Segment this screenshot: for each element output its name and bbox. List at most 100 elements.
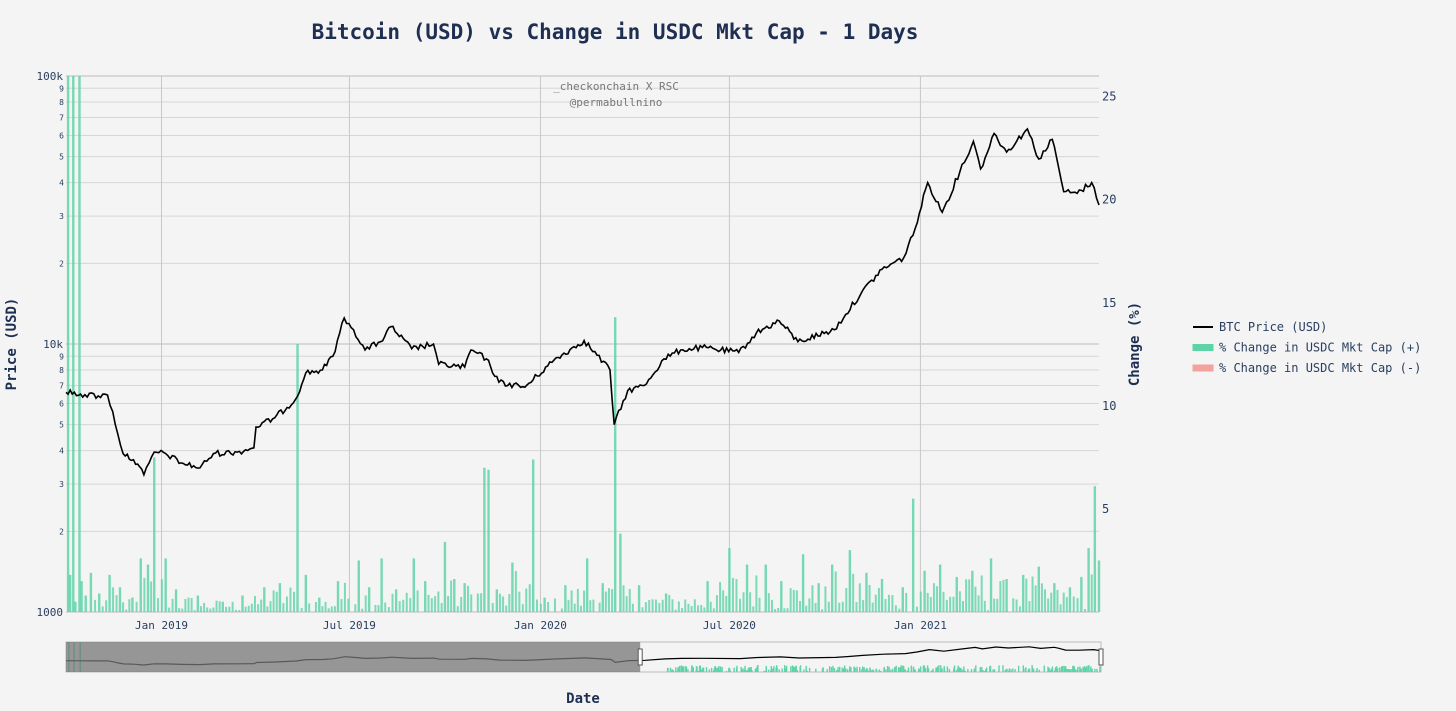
slider-bar [1080, 668, 1082, 672]
bar [128, 599, 131, 612]
bar [576, 588, 579, 612]
slider-bar [805, 665, 807, 672]
bar [228, 606, 231, 612]
slider-bar [975, 665, 977, 672]
range-slider[interactable] [65, 641, 1104, 673]
range-slider-left-handle[interactable] [637, 648, 643, 666]
bar [357, 560, 360, 612]
bar [651, 599, 654, 612]
slider-bar [729, 668, 731, 672]
bar [187, 597, 190, 612]
legend-item[interactable]: % Change in USDC Mkt Cap (+) [1192, 341, 1421, 355]
slider-bar [806, 670, 808, 672]
bar [518, 591, 521, 612]
bar [926, 592, 929, 612]
bar [460, 597, 463, 612]
bar [1065, 597, 1068, 612]
slider-bar [772, 668, 774, 672]
plot-area[interactable] [65, 75, 1101, 613]
slider-bar [961, 670, 963, 672]
slider-bar [861, 669, 863, 672]
bar [72, 76, 75, 612]
bar [980, 575, 983, 612]
bar [868, 584, 871, 612]
slider-bar [843, 665, 846, 672]
bar [405, 592, 408, 612]
bar [592, 599, 595, 612]
slider-bar [815, 668, 817, 672]
slider-bar [845, 668, 847, 672]
slider-bar [1008, 668, 1011, 672]
bar [619, 533, 622, 612]
slider-bar [1090, 666, 1092, 672]
slider-bar [930, 670, 933, 672]
slider-bar [878, 669, 880, 672]
bar [983, 600, 986, 612]
slider-bar [1063, 668, 1065, 672]
slider-bar [842, 668, 845, 672]
slider-bar [708, 669, 710, 672]
bar [884, 598, 887, 612]
bar [715, 595, 718, 612]
bar [364, 595, 367, 612]
bar [447, 595, 450, 612]
y2-tick-label: 25 [1102, 90, 1116, 104]
legend-item[interactable]: BTC Price (USD) [1193, 320, 1327, 334]
bar [377, 605, 380, 612]
bar [625, 596, 628, 612]
bar [193, 610, 196, 612]
slider-bar [1004, 669, 1006, 672]
slider-bar [992, 669, 994, 672]
bar [654, 599, 657, 612]
bar [330, 606, 333, 612]
range-slider-right-handle[interactable] [1098, 648, 1104, 666]
slider-bar [958, 668, 961, 672]
bar [221, 601, 224, 612]
bar [858, 583, 861, 612]
slider-bar [856, 666, 858, 672]
bar [314, 602, 317, 612]
bar [343, 582, 346, 612]
bar [712, 608, 715, 612]
slider-bar [970, 669, 973, 672]
bar [487, 469, 490, 612]
bar [830, 564, 834, 612]
slider-bar [883, 668, 885, 672]
slider-bar [899, 667, 901, 672]
bar [164, 558, 167, 612]
bar [774, 609, 777, 612]
slider-bar [790, 666, 792, 672]
bar [190, 598, 193, 612]
slider-bar [850, 667, 852, 672]
bar [719, 582, 722, 612]
bar [942, 591, 945, 612]
bar [827, 601, 830, 612]
bar [894, 605, 897, 612]
bar [505, 605, 508, 612]
bar [553, 598, 556, 612]
bar [841, 601, 844, 612]
slider-bar [1085, 666, 1087, 672]
slider-bar [953, 667, 955, 672]
bar [604, 591, 607, 612]
legend[interactable]: BTC Price (USD) % Change in USDC Mkt Cap … [1192, 320, 1421, 375]
slider-bar [910, 665, 913, 672]
bar [700, 605, 703, 612]
slider-bar [671, 669, 673, 672]
slider-bar [763, 670, 765, 672]
slider-bar [836, 670, 838, 672]
y-minor-tick-label: 3 [59, 212, 64, 221]
bar [789, 588, 792, 612]
bar [278, 583, 282, 612]
bar [456, 606, 459, 612]
bar [521, 604, 524, 612]
slider-bar [993, 669, 996, 672]
bar [547, 601, 550, 612]
bar [573, 603, 576, 612]
bar [203, 602, 206, 612]
slider-bar [1056, 668, 1059, 672]
slider-bar [871, 669, 873, 672]
legend-item[interactable]: % Change in USDC Mkt Cap (-) [1192, 361, 1421, 375]
bar [250, 603, 253, 612]
slider-bar [747, 667, 750, 672]
